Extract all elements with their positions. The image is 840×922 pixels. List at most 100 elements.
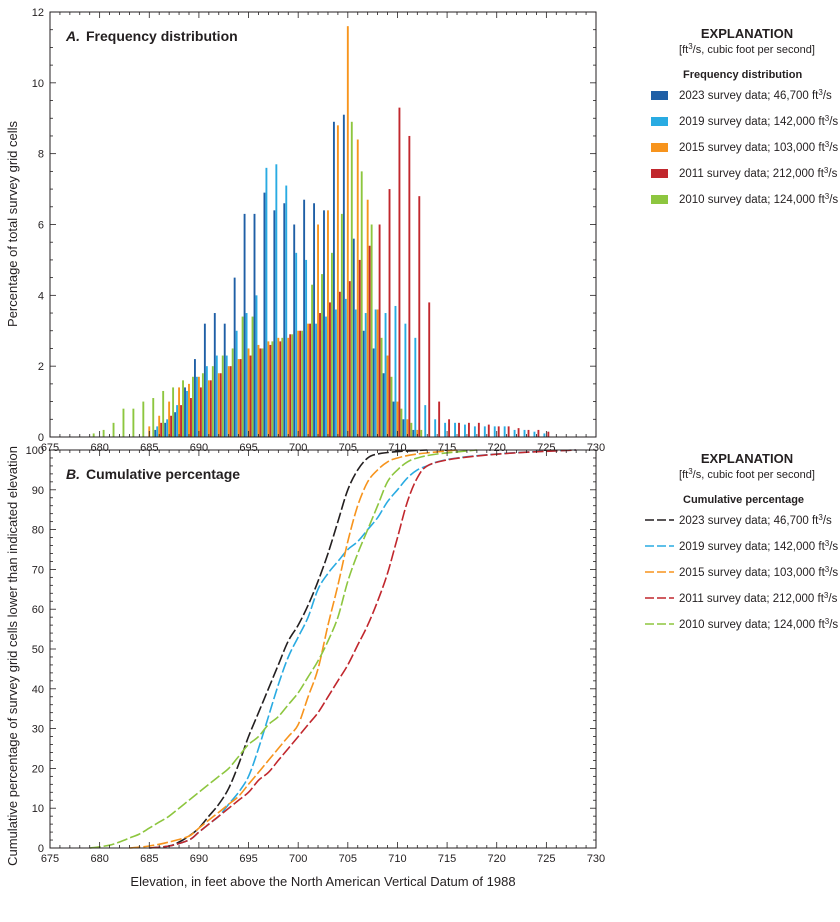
- frequency-bar: [132, 408, 135, 437]
- y-tick-label: 40: [32, 684, 44, 696]
- x-tick-label: 730: [587, 442, 605, 454]
- x-tick-label: 685: [140, 853, 158, 865]
- frequency-bar: [253, 213, 256, 437]
- frequency-bar: [285, 185, 288, 437]
- x-tick-label: 675: [41, 442, 59, 454]
- frequency-bar: [547, 431, 550, 437]
- frequency-bar: [241, 316, 244, 437]
- frequency-bar: [458, 422, 460, 437]
- frequency-bar: [287, 337, 290, 437]
- x-tick-label: 720: [488, 442, 506, 454]
- frequency-bar: [221, 355, 224, 437]
- frequency-bar: [295, 252, 298, 437]
- units-post: /s, cubic foot per second]: [693, 469, 815, 481]
- legend-label-post: /s: [829, 142, 838, 154]
- x-tick-label: 695: [239, 442, 257, 454]
- frequency-bar: [313, 203, 316, 437]
- legend-entry: 2011 survey data; 212,000 ft3/s: [679, 591, 838, 605]
- legend-swatch: [651, 195, 668, 204]
- frequency-bar: [523, 429, 526, 437]
- frequency-bar: [311, 284, 314, 437]
- bar-series: [154, 114, 415, 438]
- frequency-bar: [487, 424, 490, 437]
- frequency-bar: [178, 387, 180, 437]
- frequency-bar: [229, 366, 232, 437]
- explanation-group-label: Cumulative percentage: [683, 494, 804, 506]
- frequency-bar: [317, 224, 319, 437]
- frequency-bar: [368, 245, 371, 437]
- frequency-bar: [199, 387, 202, 437]
- panel-b-y-axis-label: Cumulative percentage of survey grid cel…: [5, 446, 20, 866]
- cumulative-line: [89, 449, 477, 849]
- frequency-bar: [360, 171, 363, 437]
- frequency-bar: [271, 341, 274, 437]
- y-tick-label: 8: [38, 149, 44, 161]
- frequency-bar: [265, 167, 268, 438]
- y-tick-label: 60: [32, 604, 44, 616]
- y-tick-label: 90: [32, 485, 44, 497]
- legend-label-post: /s: [828, 593, 837, 605]
- frequency-bar: [142, 401, 145, 437]
- cumulative-line: [129, 449, 458, 849]
- frequency-bar: [219, 373, 222, 437]
- frequency-bar: [180, 405, 182, 437]
- panel-b-title: B. Cumulative percentage: [66, 466, 240, 482]
- frequency-bar: [354, 309, 357, 437]
- legend-swatch: [651, 91, 668, 100]
- frequency-bar: [329, 302, 331, 437]
- frequency-bar: [416, 429, 419, 437]
- frequency-bar: [543, 433, 546, 437]
- frequency-bar: [293, 224, 296, 437]
- frequency-bar: [517, 428, 520, 437]
- cumulative-lines: [89, 449, 577, 849]
- frequency-bar: [152, 398, 155, 437]
- frequency-bar: [237, 359, 240, 437]
- legend-label-sup: 3: [825, 114, 830, 123]
- frequency-bar: [164, 422, 167, 437]
- frequency-bar: [348, 281, 351, 437]
- legend-label-sup: 3: [818, 88, 823, 97]
- frequency-bar: [406, 419, 409, 437]
- frequency-bar: [467, 422, 470, 437]
- frequency-bar: [370, 224, 373, 437]
- frequency-bar: [263, 192, 266, 437]
- frequency-bar: [473, 426, 476, 437]
- frequency-bar: [434, 419, 437, 437]
- cumulative-line: [149, 449, 577, 849]
- y-tick-label: 70: [32, 564, 44, 576]
- frequency-bar: [281, 337, 284, 437]
- frequency-bar: [410, 422, 413, 437]
- frequency-bar: [358, 259, 361, 437]
- frequency-bar: [176, 405, 179, 437]
- units-pre: [ft: [679, 44, 688, 56]
- frequency-bar: [444, 422, 447, 437]
- frequency-bar: [394, 305, 397, 437]
- frequency-bar: [338, 291, 341, 437]
- frequency-bar: [448, 419, 451, 437]
- frequency-bar: [223, 323, 226, 437]
- frequency-bar: [251, 316, 254, 437]
- frequency-bar: [174, 412, 177, 437]
- frequency-bar: [503, 426, 506, 437]
- frequency-bar: [307, 323, 310, 437]
- legend-label: 2011 survey data; 212,000 ft: [679, 593, 825, 605]
- legend-label-post: /s: [823, 515, 832, 527]
- legend-entry: 2010 survey data; 124,000 ft3/s: [679, 617, 838, 631]
- frequency-bar: [400, 408, 403, 437]
- frequency-bar: [305, 259, 308, 437]
- panel-b-explanation: EXPLANATION[ft3/s, cubic foot per second…: [645, 451, 838, 631]
- legend-label-sup: 3: [824, 166, 829, 175]
- frequency-bar: [197, 376, 200, 437]
- frequency-bar: [477, 422, 480, 437]
- frequency-bar: [168, 401, 171, 437]
- x-tick-label: 685: [140, 442, 158, 454]
- legend-entry: 2011 survey data; 212,000 ft3/s: [679, 166, 838, 180]
- x-tick-label: 705: [339, 442, 357, 454]
- legend-label-post: /s: [828, 168, 837, 180]
- frequency-bar: [372, 348, 375, 437]
- frequency-bar: [340, 213, 343, 437]
- frequency-bar: [188, 383, 190, 437]
- y-tick-label: 10: [32, 803, 44, 815]
- legend-label: 2023 survey data; 46,700 ft: [679, 515, 819, 527]
- frequency-bar: [352, 238, 355, 437]
